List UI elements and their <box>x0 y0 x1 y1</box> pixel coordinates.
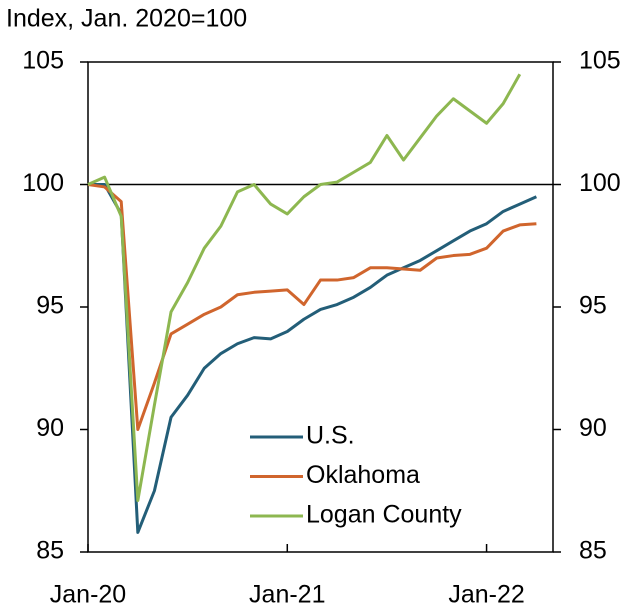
x-tick-label: Jan-22 <box>448 581 524 609</box>
y-tick-label: 85 <box>36 537 64 565</box>
x-tick-label: Jan-21 <box>249 581 325 609</box>
chart-title: Index, Jan. 2020=100 <box>6 5 247 33</box>
y-tick-label: 105 <box>22 47 64 75</box>
y2-tick-label: 85 <box>579 537 607 565</box>
series-line <box>87 73 522 503</box>
legend-label: Oklahoma <box>306 461 420 489</box>
y2-tick-label: 90 <box>579 414 607 442</box>
legend-label: Logan County <box>306 501 462 529</box>
y2-tick-label: 100 <box>579 169 621 197</box>
y2-tick-label: 95 <box>579 292 607 320</box>
y-tick-label: 95 <box>36 292 64 320</box>
y-tick-label: 90 <box>36 414 64 442</box>
series-line <box>88 183 538 534</box>
y-tick-label: 100 <box>22 169 64 197</box>
x-tick-label: Jan-20 <box>50 581 126 609</box>
y2-tick-label: 105 <box>579 47 621 75</box>
legend-label: U.S. <box>306 422 355 450</box>
